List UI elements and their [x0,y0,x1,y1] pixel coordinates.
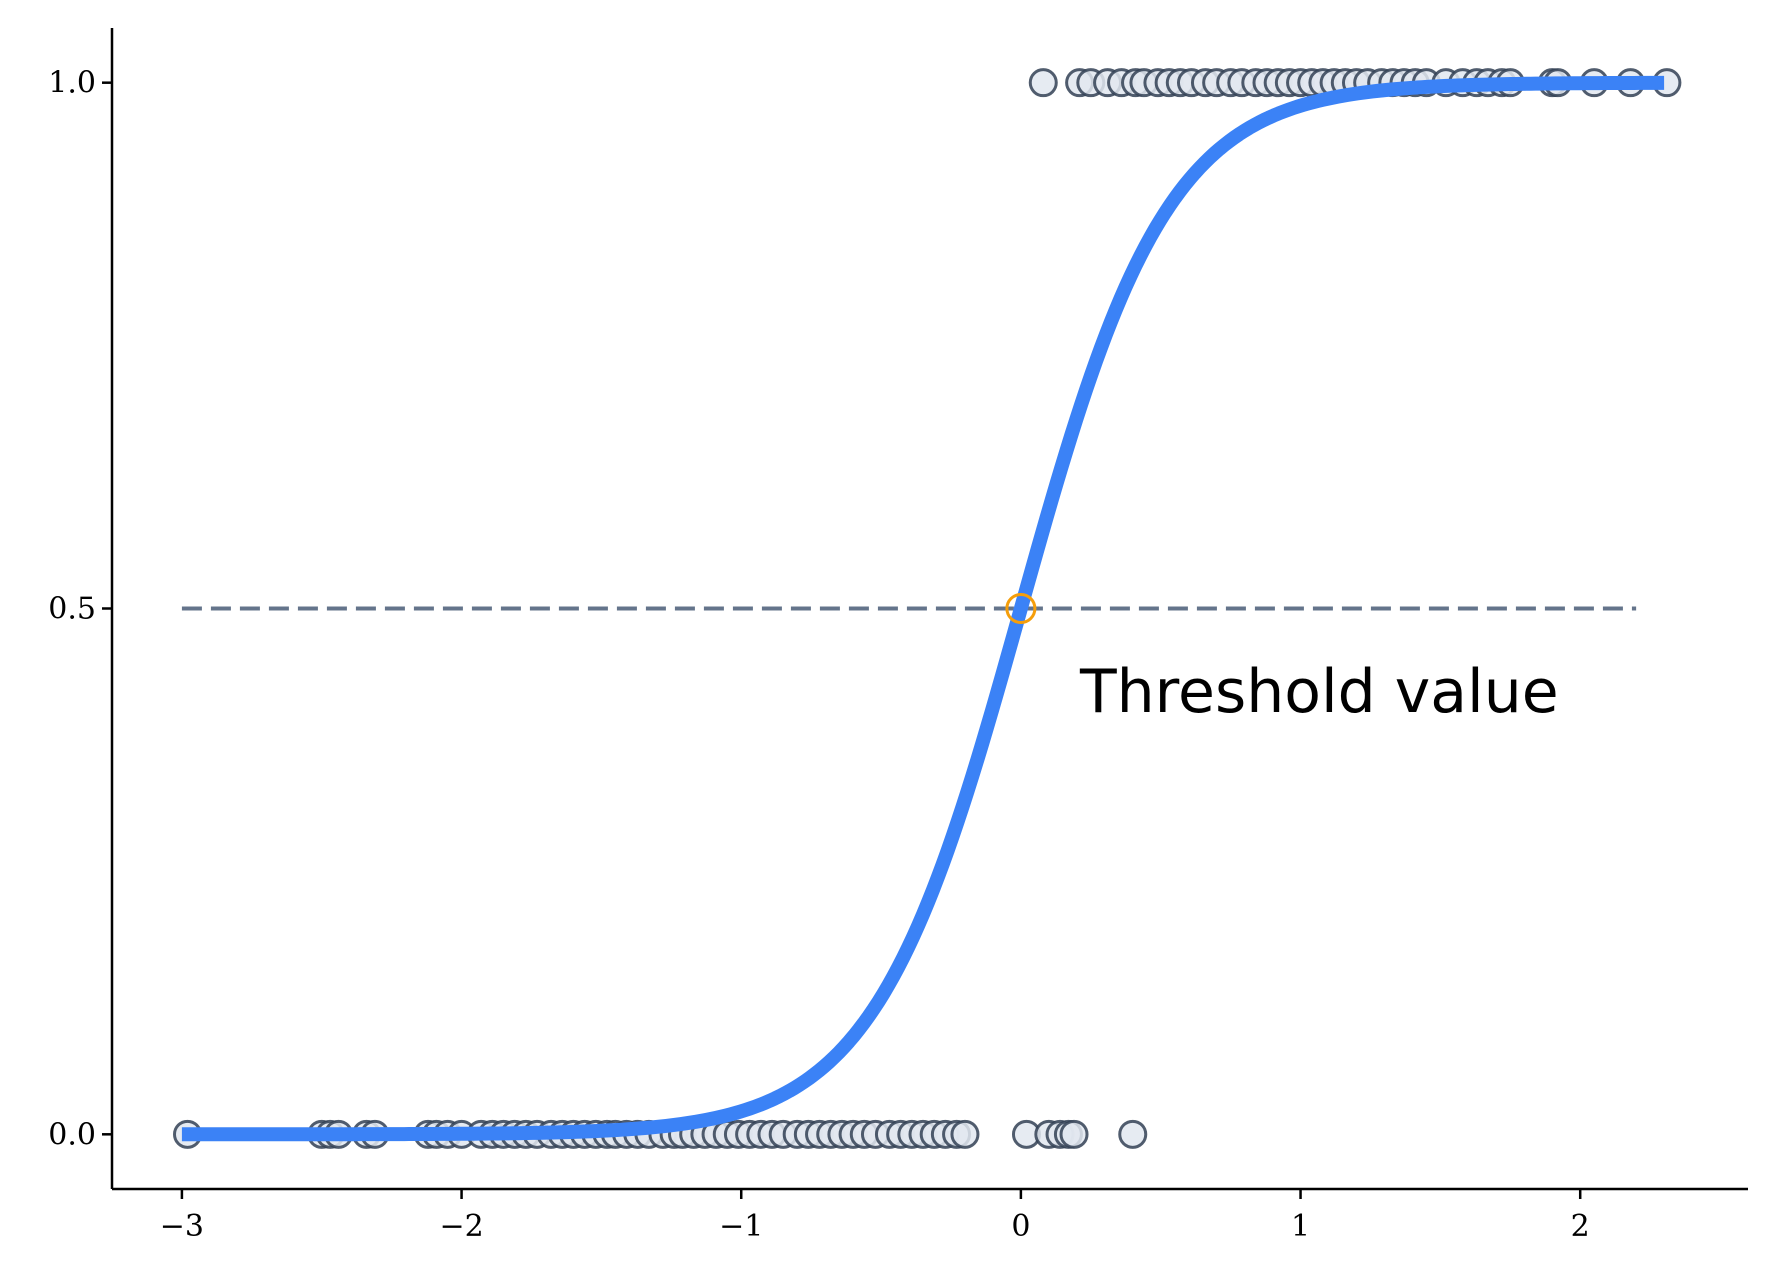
y-tick-label: 0.0 [48,1117,96,1152]
annotations-layer: Threshold value [1079,657,1559,727]
x-tick-label: −2 [439,1209,483,1244]
data-point [1059,1119,1089,1149]
y-tick-label: 0.5 [48,592,96,627]
data-point [950,1119,980,1149]
x-tick-label: 0 [1011,1209,1030,1244]
sigmoid-curve-layer [179,75,1667,1142]
threshold-point [1005,593,1037,624]
x-tick-label: 2 [1571,1209,1590,1244]
x-tick-label: −1 [719,1209,763,1244]
y-tick-label: 1.0 [48,66,96,101]
threshold-annotation: Threshold value [1079,657,1559,727]
x-tick-label: −3 [160,1209,204,1244]
data-point [1118,1119,1148,1149]
ticks-layer: −3 −2 −1 0 1 2 0.0 0.5 1.0 [48,66,1589,1244]
x-tick-label: 1 [1291,1209,1310,1244]
sigmoid-curve [179,75,1667,1142]
data-point [1028,68,1058,98]
